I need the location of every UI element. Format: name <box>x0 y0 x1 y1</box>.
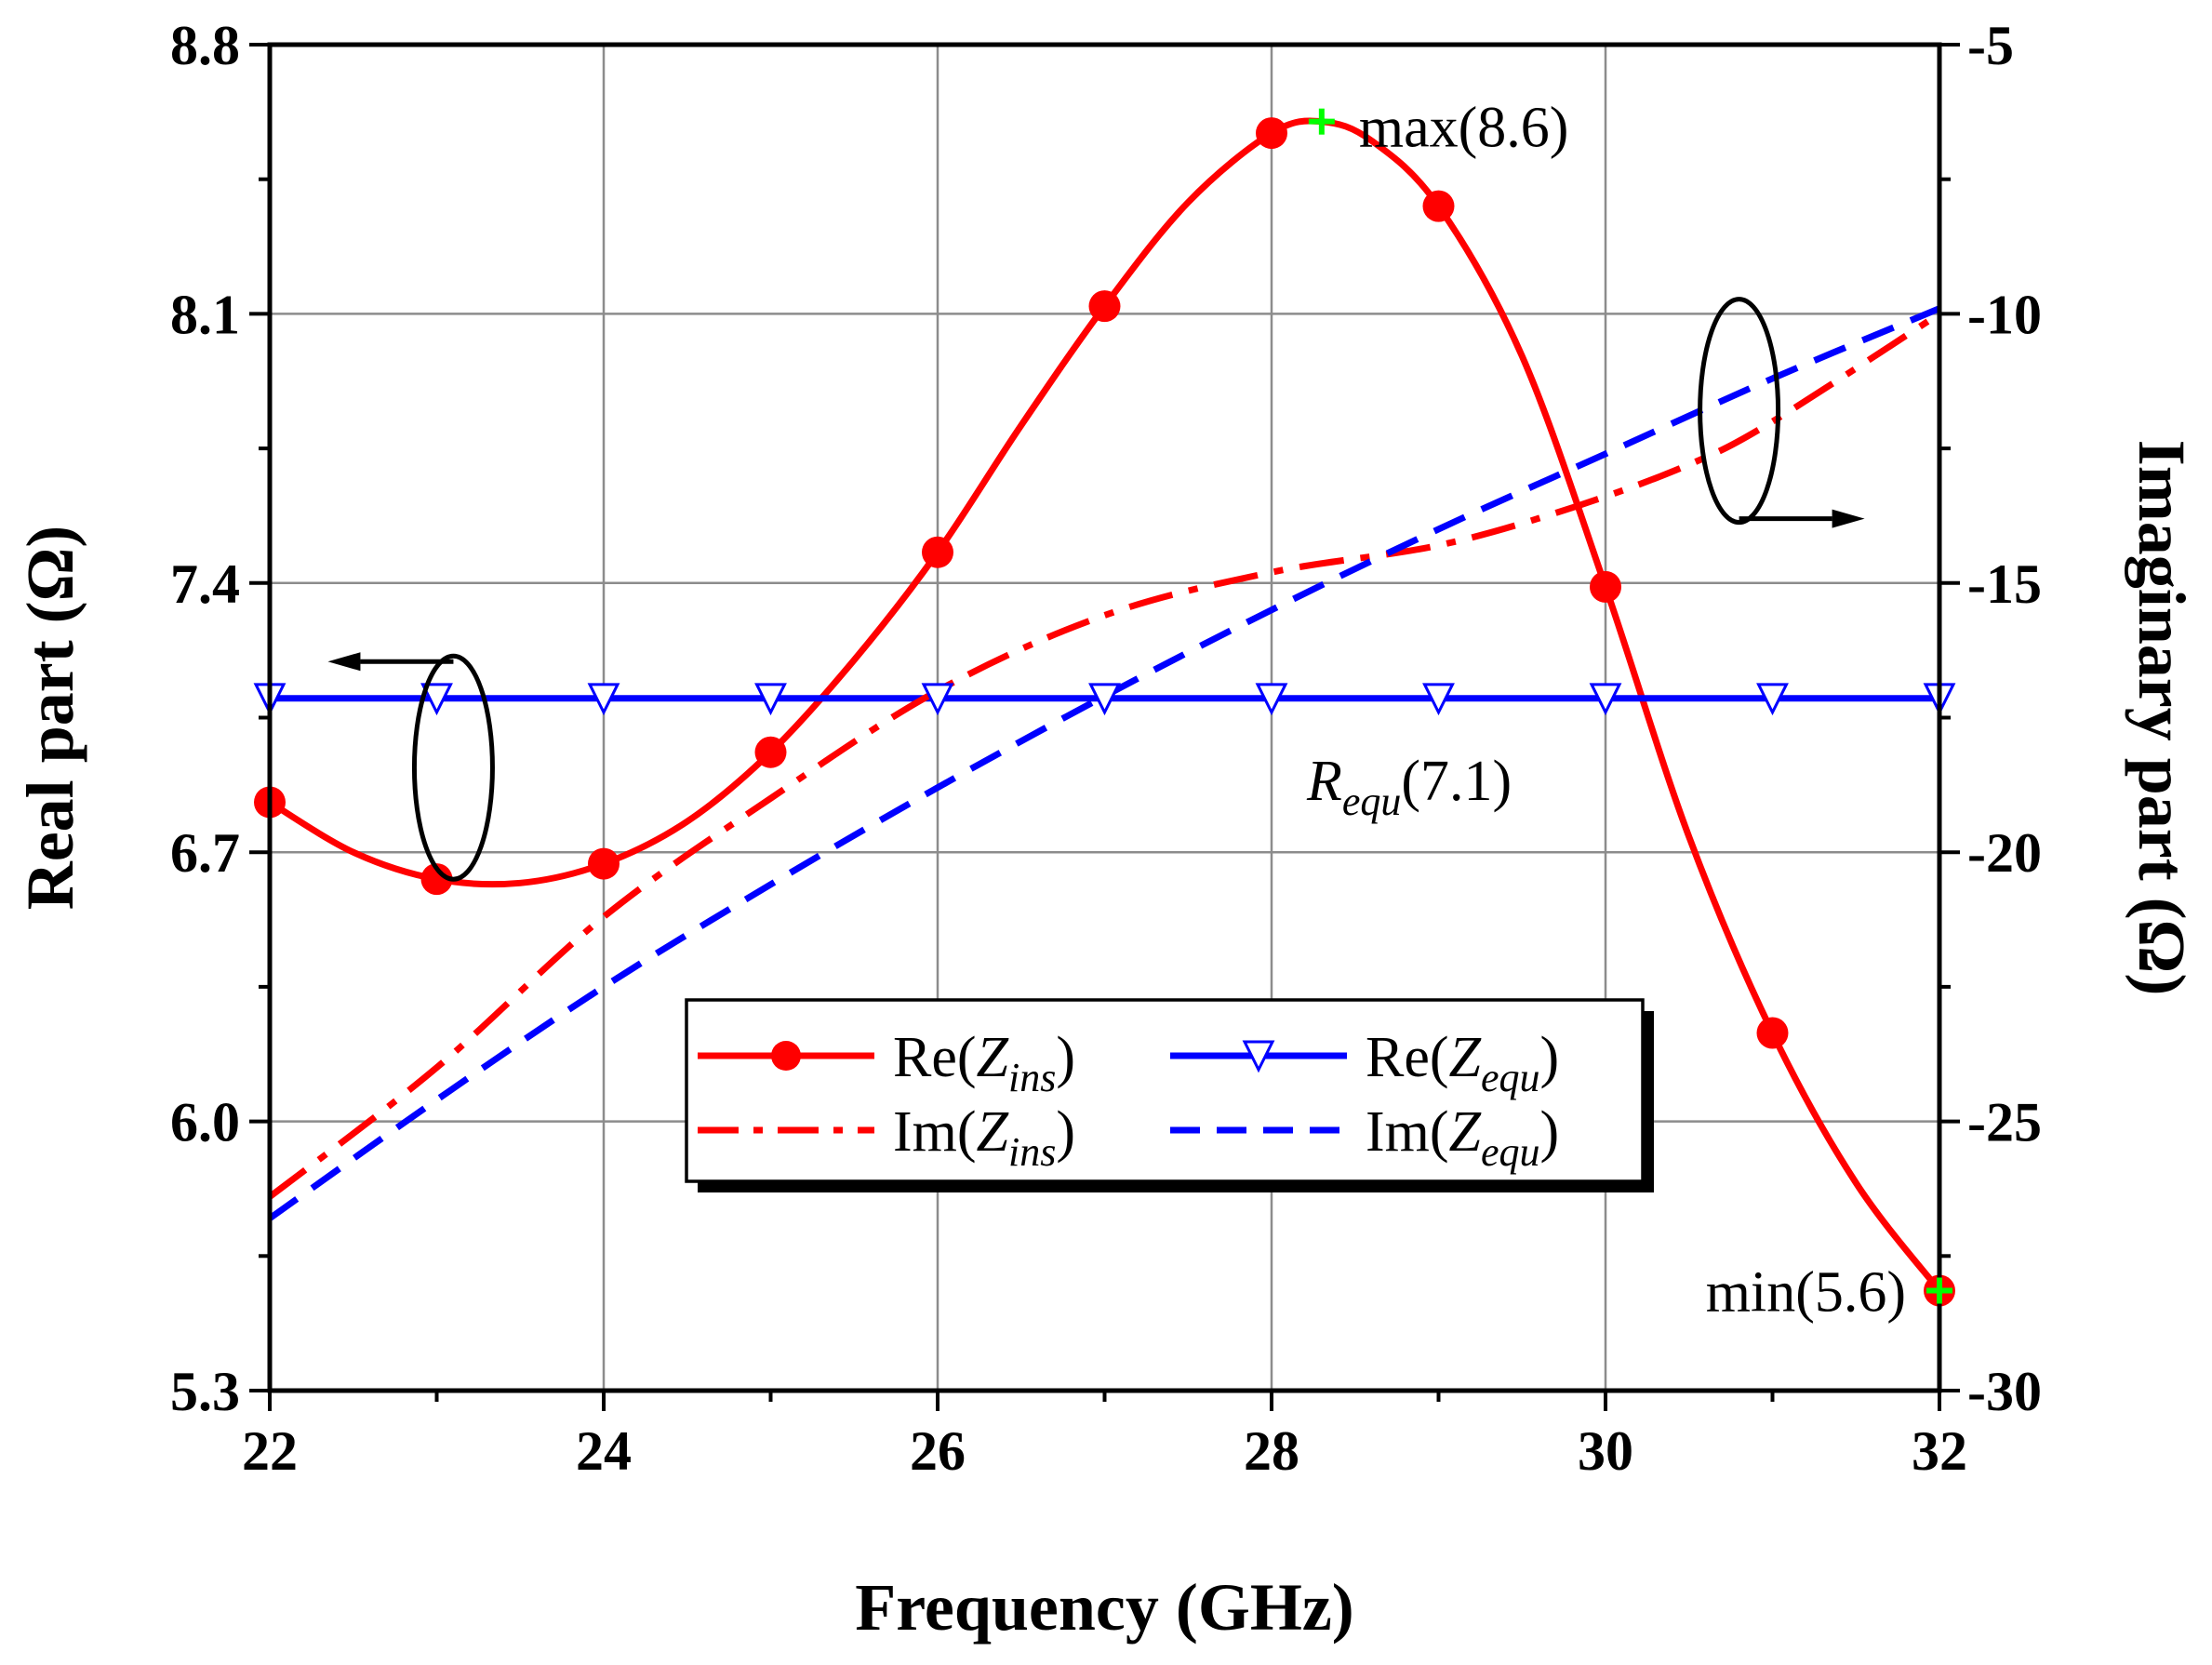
legend-label-prefix: Im( <box>893 1100 977 1164</box>
series-marker-0 <box>1256 117 1287 150</box>
legend-label-prefix: Re( <box>1366 1026 1449 1089</box>
x-tick-label: 24 <box>576 1420 632 1482</box>
right-indicator-ellipse <box>1698 297 1781 526</box>
legend-label-symbol: Z <box>1449 1100 1482 1164</box>
legend-label-close: ) <box>1056 1100 1075 1164</box>
series-marker-1 <box>1422 683 1455 716</box>
y-left-tick-label: 8.1 <box>170 284 240 345</box>
x-tick-label: 22 <box>242 1420 298 1482</box>
series-marker-0 <box>922 536 953 568</box>
legend-label-symbol: Z <box>977 1026 1009 1089</box>
series-marker-1 <box>754 683 787 716</box>
series-marker-1 <box>1756 683 1789 716</box>
series-line-2 <box>267 311 1941 1200</box>
legend-label-2: Im(Zins) <box>893 1100 1075 1175</box>
legend-label-subscript: ins <box>1008 1055 1056 1100</box>
y-left-axis-title: Real part (Ω) <box>13 526 87 911</box>
y-right-tick-label: -10 <box>1967 284 2042 345</box>
y-right-tick-label: -15 <box>1967 553 2042 615</box>
legend-label-0: Re(Zins) <box>893 1026 1075 1100</box>
x-tick-label: 30 <box>1578 1420 1633 1482</box>
legend-label-1: Re(Zequ) <box>1366 1026 1559 1100</box>
requ-label: Requ(7.1) <box>1306 750 1512 824</box>
legend-label-subscript: equ <box>1481 1055 1540 1100</box>
series-marker-1 <box>587 683 620 716</box>
axis-titles: Frequency (GHz) Real part (Ω) Imaginary pa… <box>13 440 2199 1645</box>
y-right-tick-label: -20 <box>1967 822 2042 884</box>
y-left-tick-label: 6.7 <box>170 822 240 884</box>
legend-marker-1 <box>1242 1040 1275 1073</box>
y-left-tick-label: 7.4 <box>170 553 240 615</box>
series-marker-1 <box>921 683 954 716</box>
y-right-tick-label: -30 <box>1967 1361 2042 1422</box>
series-line-3 <box>267 305 1941 1221</box>
series-marker-0 <box>588 847 620 880</box>
requ-value: (7.1) <box>1401 750 1512 813</box>
series-marker-1 <box>420 683 453 716</box>
series-marker-1 <box>1255 683 1288 716</box>
x-tick-label: 26 <box>910 1420 966 1482</box>
axis-ticks: 22 24 26 28 30 32 5.3 6.0 6.7 7.4 8.1 8.8 -30 -25 -20 -… <box>170 15 2042 1482</box>
y-right-tick-label: -5 <box>1967 15 2014 76</box>
legend-label-close: ) <box>1056 1026 1075 1089</box>
legend-label-3: Im(Zequ) <box>1366 1100 1559 1175</box>
series-marker-1 <box>1589 683 1622 716</box>
min-label: min(5.6) <box>1706 1261 1906 1325</box>
legend: Re(Zins) Re(Zequ)Im(Zins) Im(Zequ) <box>685 998 1654 1192</box>
y-right-tick-label: -25 <box>1967 1092 2042 1153</box>
legend-label-symbol: Z <box>1449 1026 1482 1089</box>
x-tick-label: 32 <box>1912 1420 1967 1482</box>
legend-label-symbol: Z <box>977 1100 1009 1164</box>
left-indicator-arrow-head <box>327 652 361 672</box>
max-label: max(8.6) <box>1359 97 1569 160</box>
legend-label-prefix: Im( <box>1366 1100 1449 1164</box>
x-tick-label: 28 <box>1244 1420 1299 1482</box>
series-marker-0 <box>754 736 787 768</box>
y-left-tick-label: 5.3 <box>170 1361 240 1422</box>
series-marker-0 <box>1590 570 1621 603</box>
legend-label-close: ) <box>1540 1100 1560 1164</box>
series-marker-0 <box>1756 1017 1789 1049</box>
legend-marker-0 <box>771 1041 801 1071</box>
legend-label-subscript: ins <box>1008 1129 1056 1175</box>
series-marker-0 <box>1088 290 1121 323</box>
y-left-tick-label: 6.0 <box>170 1092 240 1153</box>
series-marker-1 <box>1088 683 1121 716</box>
right-indicator-arrow-head <box>1832 509 1865 528</box>
annotations: max(8.6)min(5.6)Requ(7.1) <box>327 97 1952 1325</box>
legend-label-subscript: equ <box>1481 1129 1540 1175</box>
requ-symbol: R <box>1306 750 1342 813</box>
y-right-axis-title: Imaginary part (Ω) <box>2125 440 2199 996</box>
y-left-tick-label: 8.8 <box>170 15 240 76</box>
series-marker-0 <box>1422 190 1455 222</box>
series-marker-0 <box>420 863 453 896</box>
legend-label-close: ) <box>1540 1026 1560 1089</box>
left-indicator-ellipse <box>411 653 495 882</box>
legend-label-prefix: Re( <box>893 1026 977 1089</box>
requ-subscript: equ <box>1342 779 1402 824</box>
legend-box <box>685 998 1645 1183</box>
x-axis-title: Frequency (GHz) <box>855 1570 1354 1645</box>
